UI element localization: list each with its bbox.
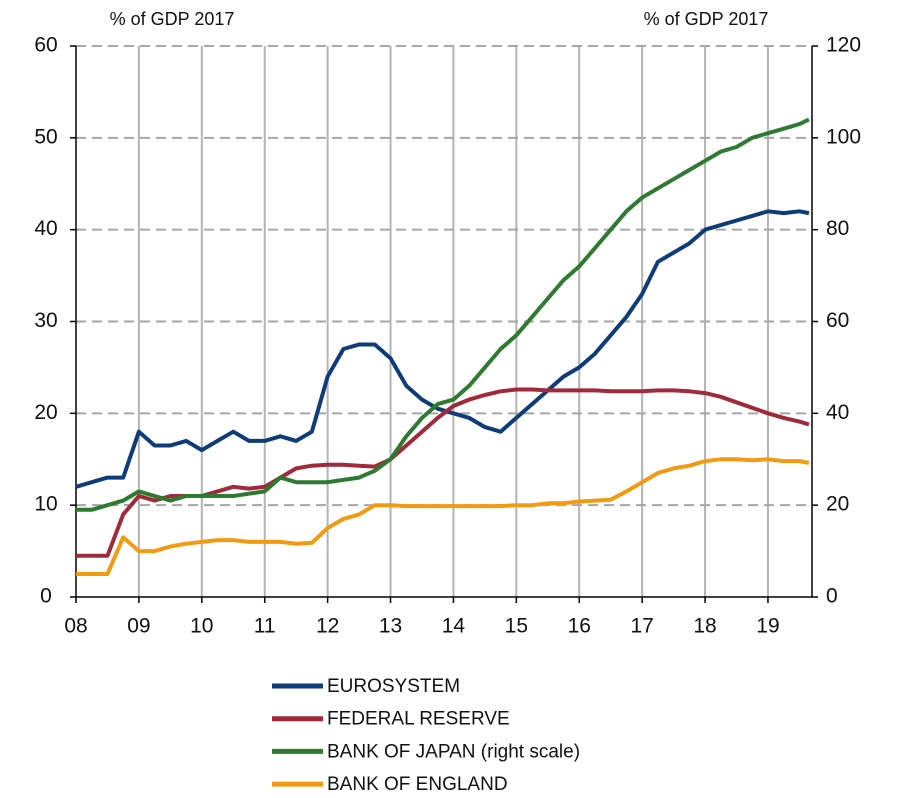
y-tick-label: 60	[34, 34, 57, 57]
legend-label: BANK OF JAPAN (right scale)	[327, 741, 580, 762]
y2-tick-label: 40	[826, 401, 849, 424]
y2-tick-label: 60	[826, 309, 849, 332]
y2-tick-label: 80	[826, 217, 849, 240]
x-tick-label: 09	[127, 615, 150, 638]
legend-label: FEDERAL RESERVE	[327, 709, 510, 730]
x-tick-label: 19	[756, 615, 779, 638]
x-tick-label: 11	[254, 615, 276, 638]
x-tick-label: 08	[64, 615, 87, 638]
x-tick-label: 14	[442, 615, 466, 638]
y-tick-label: 0	[40, 585, 52, 608]
series-line	[76, 387, 810, 558]
legend-label: BANK OF ENGLAND	[327, 774, 508, 795]
y-axis-label: % of GDP 2017	[110, 9, 235, 29]
x-tick-label: 15	[505, 615, 528, 638]
x-tick-label: 18	[693, 615, 716, 638]
y2-tick-label: 20	[826, 493, 849, 516]
y-tick-label: 40	[34, 217, 57, 240]
x-tick-label: 12	[316, 615, 339, 638]
y2-tick-label: 0	[826, 585, 838, 608]
series-line	[76, 457, 810, 576]
series-line	[75, 209, 810, 489]
y2-tick-label: 120	[826, 34, 861, 57]
y-tick-label: 20	[34, 401, 57, 424]
series-line	[76, 117, 810, 512]
x-tick-label: 10	[190, 615, 213, 638]
x-tick-label: 17	[630, 615, 653, 638]
y2-tick-label: 100	[826, 125, 861, 148]
y-tick-label: 50	[34, 125, 57, 148]
y-tick-label: 10	[34, 493, 57, 516]
x-tick-label: 13	[379, 615, 402, 638]
x-tick-label: 16	[568, 615, 591, 638]
y2-axis-label: % of GDP 2017	[644, 9, 769, 29]
y-tick-label: 30	[34, 309, 57, 332]
legend-label: EUROSYSTEM	[327, 676, 460, 697]
